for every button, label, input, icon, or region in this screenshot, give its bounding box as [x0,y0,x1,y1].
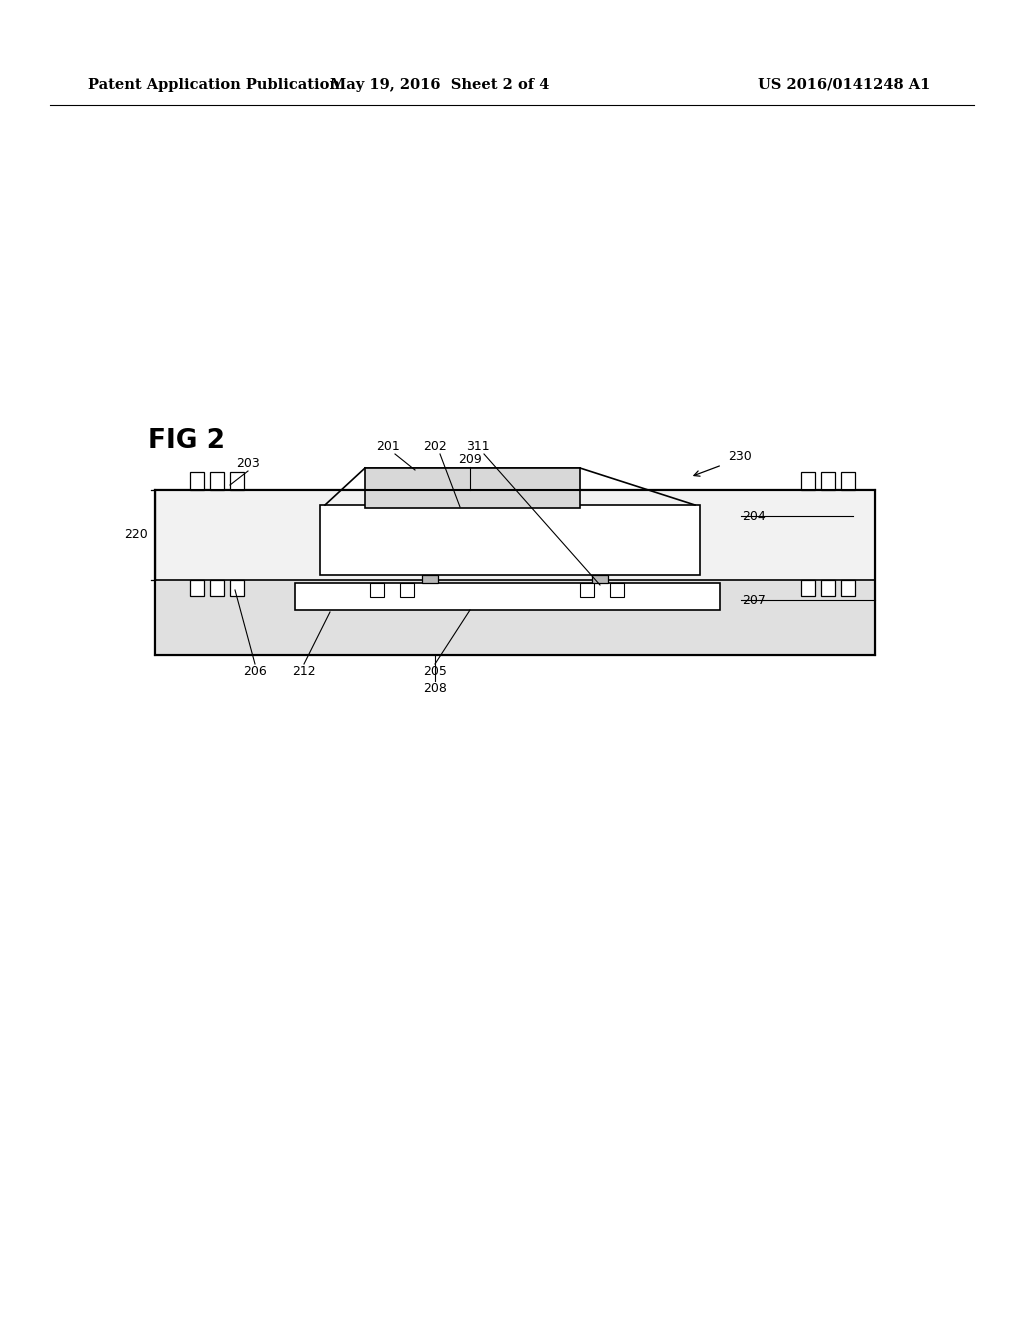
Bar [841,579,855,597]
Bar [155,490,874,655]
Bar [210,473,224,490]
Bar [295,583,720,610]
Text: May 19, 2016  Sheet 2 of 4: May 19, 2016 Sheet 2 of 4 [331,78,550,92]
Bar [841,473,855,490]
Bar [155,579,874,655]
Text: 212: 212 [292,665,315,678]
Text: US 2016/0141248 A1: US 2016/0141248 A1 [758,78,930,92]
Bar [801,579,815,597]
Bar [210,579,224,597]
Bar [422,576,438,583]
Bar [365,469,580,508]
Text: 208: 208 [423,682,446,696]
Bar [821,473,835,490]
Bar [400,583,414,597]
Bar [230,473,244,490]
Text: 220: 220 [124,528,148,541]
Bar [319,506,700,576]
Text: 209: 209 [458,453,482,466]
Text: 207: 207 [742,594,766,606]
Text: Patent Application Publication: Patent Application Publication [88,78,340,92]
Bar [801,473,815,490]
Bar [592,576,608,583]
Bar [821,579,835,597]
Text: 204: 204 [742,510,766,523]
Bar [230,579,244,597]
Text: 230: 230 [728,450,752,463]
Bar [155,490,874,579]
Bar [580,583,594,597]
Text: 206: 206 [243,665,267,678]
Text: 205: 205 [423,665,446,678]
Text: FIG 2: FIG 2 [148,428,225,454]
Text: 311: 311 [466,440,489,453]
Text: 203: 203 [237,457,260,470]
Bar [610,583,624,597]
Text: 202: 202 [423,440,446,453]
Bar [190,579,204,597]
Bar [155,490,874,655]
Bar [190,473,204,490]
Bar [370,583,384,597]
Text: 201: 201 [376,440,400,453]
